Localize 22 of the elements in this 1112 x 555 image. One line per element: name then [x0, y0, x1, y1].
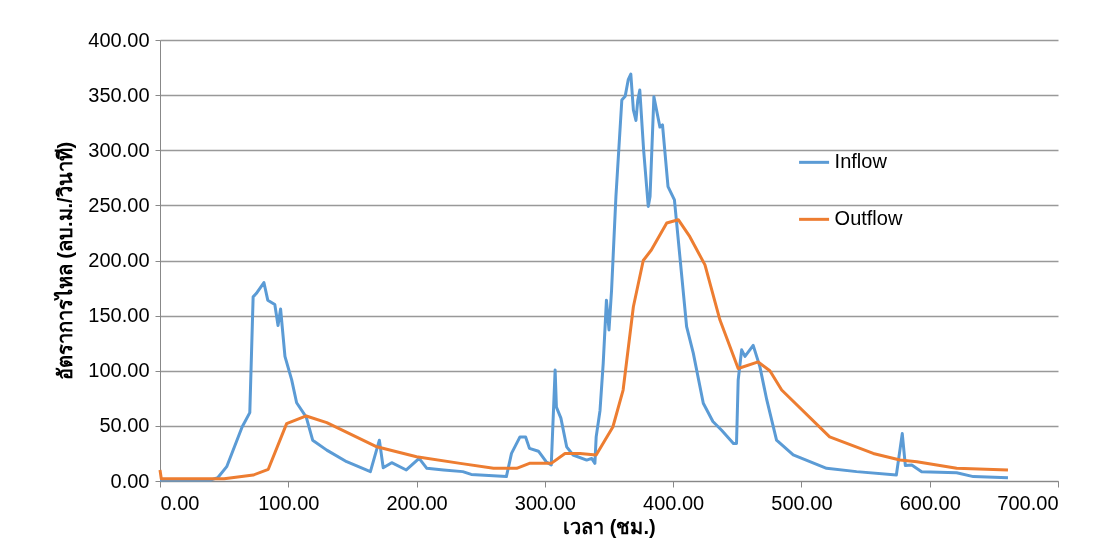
legend-label: Inflow: [834, 150, 888, 173]
y-tick-label: 0.00: [110, 469, 150, 492]
y-tick-label: 300.00: [88, 138, 150, 161]
y-tick-label: 350.00: [88, 83, 150, 106]
x-tick-label: 600.00: [899, 491, 961, 514]
x-tick-label: 100.00: [258, 491, 320, 514]
y-axis-title: อัตราการไหล (ลบ.ม./วินาที): [53, 141, 77, 381]
x-tick-label: 400.00: [643, 491, 705, 514]
y-tick-label: 150.00: [88, 304, 150, 327]
legend-label: Outflow: [834, 207, 903, 230]
x-tick-label: 200.00: [386, 491, 448, 514]
x-tick-label: 0.00: [160, 491, 200, 514]
y-tick-label: 250.00: [88, 193, 150, 216]
y-tick-label: 50.00: [99, 414, 150, 437]
y-tick-label: 400.00: [88, 28, 150, 51]
y-tick-label: 100.00: [88, 359, 150, 382]
x-axis-title: เวลา (ชม.): [563, 515, 656, 538]
line-series: [158, 72, 1010, 482]
x-tick-label: 500.00: [771, 491, 833, 514]
y-tick-label: 200.00: [88, 249, 150, 271]
x-tick-label: 300.00: [514, 491, 576, 514]
x-tick-label: 700.00: [997, 491, 1059, 514]
